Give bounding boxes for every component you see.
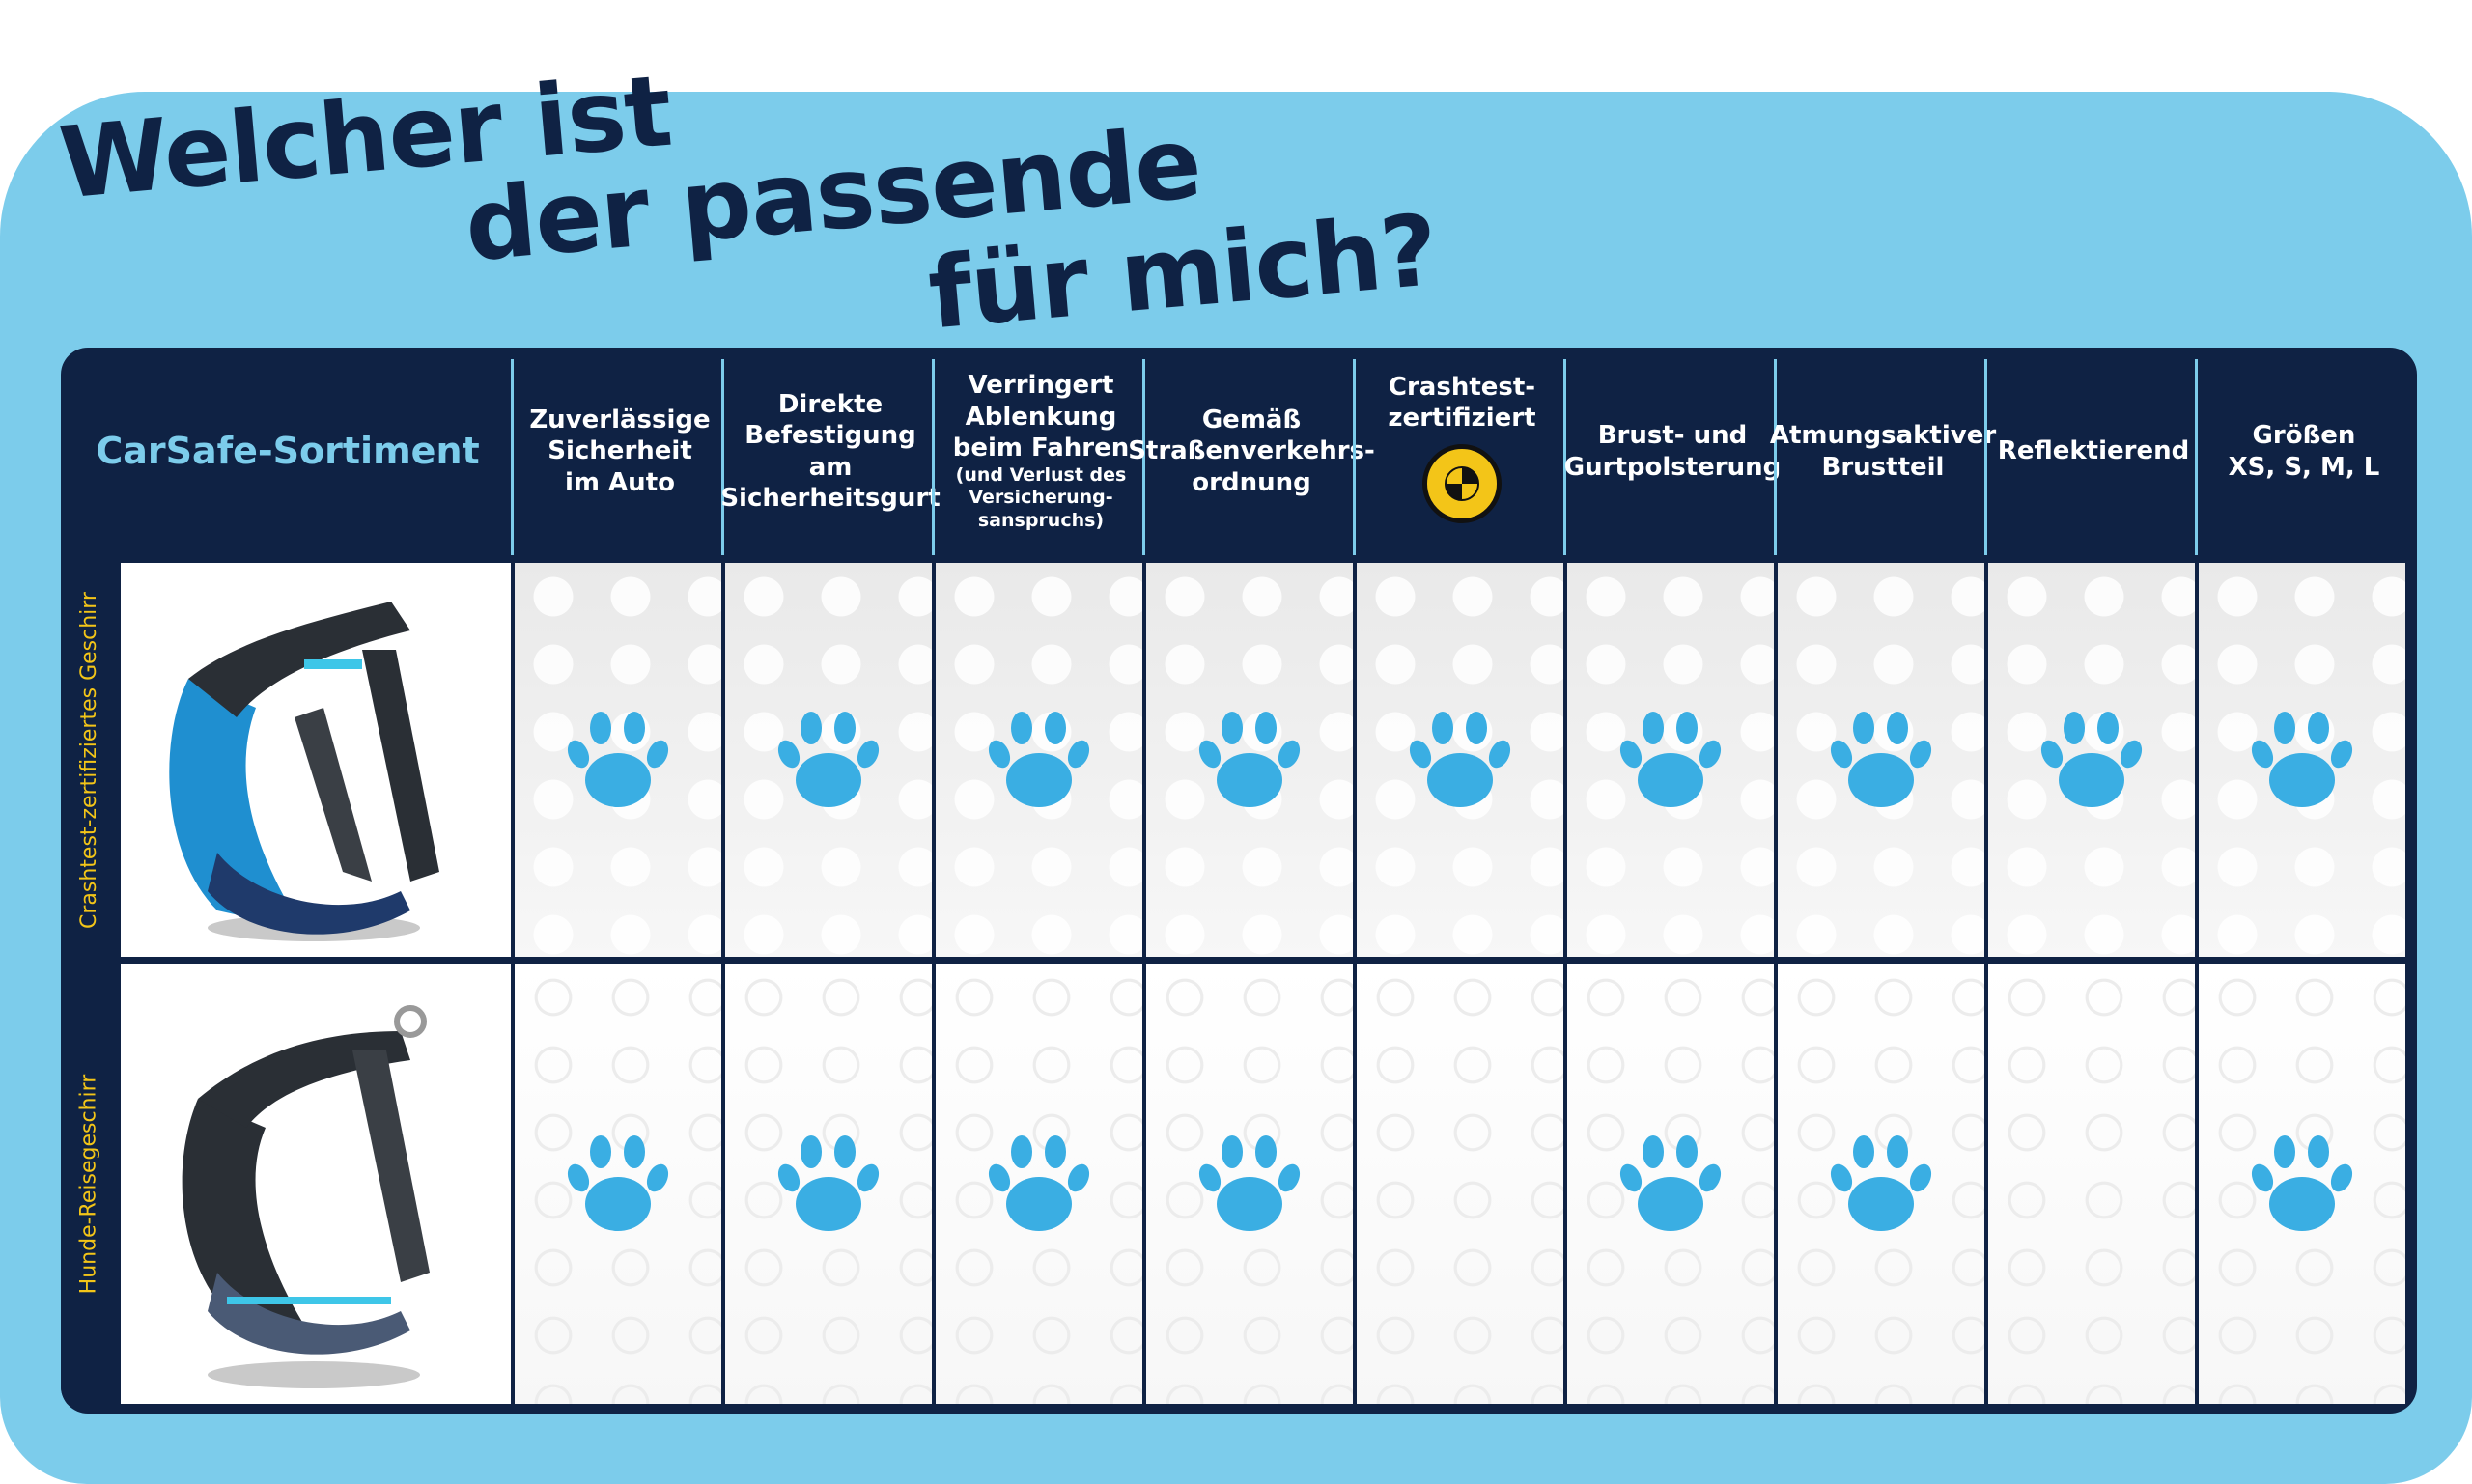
check-cell — [725, 964, 932, 1404]
column-header-line: ordnung — [1192, 467, 1311, 497]
column-header-line: zertifiziert — [1388, 404, 1536, 434]
column-header-line: Zuverlässige — [529, 405, 711, 434]
column-header: Zuverlässige Sicherheit im Auto — [515, 348, 725, 555]
check-cell — [936, 964, 1142, 1404]
column-header: Verringert Ablenkung beim Fahren (und Verlu… — [936, 348, 1146, 555]
column-header-text: Zuverlässige Sicherheit im Auto — [529, 405, 710, 499]
paw-icon — [988, 1135, 1090, 1231]
column-header: Brust- und Gurtpolsterung — [1564, 348, 1781, 555]
check-cell — [1146, 964, 1353, 1404]
paw-icon — [777, 1135, 880, 1231]
paw-icon — [777, 712, 880, 807]
column-header-line: Sicherheit — [548, 436, 692, 466]
row-label-text: Hunde-Reisegeschirr — [76, 1074, 101, 1294]
harness-illustration-icon — [182, 1005, 430, 1388]
column-header-note: (und Verlust des — [955, 463, 1127, 486]
paw-icon — [1198, 1135, 1301, 1231]
check-cell — [936, 563, 1142, 957]
row-label: Hunde-Reisegeschirr — [61, 964, 117, 1404]
column-header-text: Verringert Ablenkung beim Fahren (und Verlu… — [953, 370, 1130, 533]
column-header: Gemäß Straßenverkehrs-ordnung — [1128, 348, 1375, 555]
column-header-line: Direkte — [777, 389, 884, 419]
check-cell — [1778, 563, 1984, 957]
column-divider — [721, 359, 724, 555]
row-label-text: Crashtest-zertifiziertes Geschirr — [76, 591, 101, 929]
column-header-line: Gurtpolsterung — [1563, 452, 1782, 482]
column-header-line: Befestigung am — [744, 421, 916, 482]
column-header-line: Straßenverkehrs- — [1128, 436, 1375, 466]
column-header: Crashtest-zertifiziert — [1357, 348, 1567, 555]
column-header-line: Verringert — [968, 371, 1114, 401]
paw-icon — [2251, 712, 2353, 807]
column-divider — [2195, 359, 2198, 555]
crash-tested-badge-icon — [1421, 443, 1502, 523]
column-header-text: Brust- und Gurtpolsterung — [1564, 420, 1781, 483]
product-header: CarSafe-Sortiment — [96, 429, 480, 472]
check-cell — [1988, 563, 2195, 957]
check-cell — [1146, 563, 1353, 957]
column-header-text: Gemäß Straßenverkehrs-ordnung — [1128, 405, 1375, 499]
check-cell — [2199, 563, 2405, 957]
column-header-line: Atmungsaktiver — [1769, 421, 1997, 450]
check-cell — [1357, 563, 1563, 957]
column-header-line: Sicherheitsgurt — [720, 484, 941, 513]
paw-icon — [1830, 1135, 1932, 1231]
column-header-line: Ablenkung — [965, 402, 1117, 432]
column-header-line: Größen — [2252, 421, 2356, 450]
harness-grey-image — [121, 964, 511, 1404]
check-cell — [1988, 964, 2195, 1404]
paw-icon — [988, 712, 1090, 807]
check-cell — [515, 563, 721, 957]
column-divider — [1142, 359, 1145, 555]
column-divider — [1774, 359, 1777, 555]
harness-illustration-icon — [169, 602, 439, 941]
paw-icon — [1830, 712, 1932, 807]
column-header-line: XS, S, M, L — [2228, 452, 2380, 482]
column-header-text: Crashtest-zertifiziert — [1388, 372, 1536, 532]
check-cell — [1567, 964, 1774, 1404]
column-header-line: Reflektierend — [1997, 436, 2190, 466]
column-header: Größen XS, S, M, L — [2199, 348, 2409, 555]
check-cell — [1357, 964, 1563, 1404]
harness-blue-image — [121, 563, 511, 957]
column-divider — [511, 359, 514, 555]
column-divider — [1353, 359, 1356, 555]
column-header-line: Brustteil — [1821, 452, 1945, 482]
check-cell — [1567, 563, 1774, 957]
paw-icon — [1409, 712, 1511, 807]
paw-icon — [1619, 1135, 1722, 1231]
paw-icon — [567, 712, 669, 807]
column-header-line: Gemäß — [1201, 405, 1302, 434]
paw-icon — [2251, 1135, 2353, 1231]
check-cell — [2199, 964, 2405, 1404]
column-header-note: sanspruchs) — [977, 510, 1105, 532]
column-header-line: im Auto — [565, 467, 675, 497]
crash-test-target-icon — [1444, 465, 1479, 501]
column-header-note: Versicherung- — [969, 487, 1113, 509]
column-divider — [1563, 359, 1566, 555]
column-header: Atmungsaktiver Brustteil — [1770, 348, 1996, 555]
paw-icon — [1198, 712, 1301, 807]
column-header-line: beim Fahren — [952, 434, 1130, 463]
column-header: Direkte Befestigung am Sicherheitsgurt — [720, 348, 940, 555]
column-header-text: Größen XS, S, M, L — [2229, 420, 2380, 483]
column-header-text: Reflektierend — [1998, 435, 2189, 467]
paw-icon — [1619, 712, 1722, 807]
row-label: Crashtest-zertifiziertes Geschirr — [61, 563, 117, 957]
column-header-line: Crashtest- — [1388, 372, 1536, 402]
column-header-text: Direkte Befestigung am Sicherheitsgurt — [720, 389, 940, 515]
check-cell — [725, 563, 932, 957]
column-divider — [1984, 359, 1987, 555]
column-divider — [932, 359, 935, 555]
check-cell — [515, 964, 721, 1404]
check-cell — [1778, 964, 1984, 1404]
column-header-line: Brust- und — [1597, 421, 1748, 450]
comparison-table: CarSafe-Sortiment Zuverlässige Sicherheit i… — [61, 348, 2417, 1414]
paw-icon — [567, 1135, 669, 1231]
column-header: Reflektierend — [1988, 348, 2199, 555]
paw-icon — [2040, 712, 2143, 807]
column-header-text: Atmungsaktiver Brustteil — [1770, 420, 1996, 483]
